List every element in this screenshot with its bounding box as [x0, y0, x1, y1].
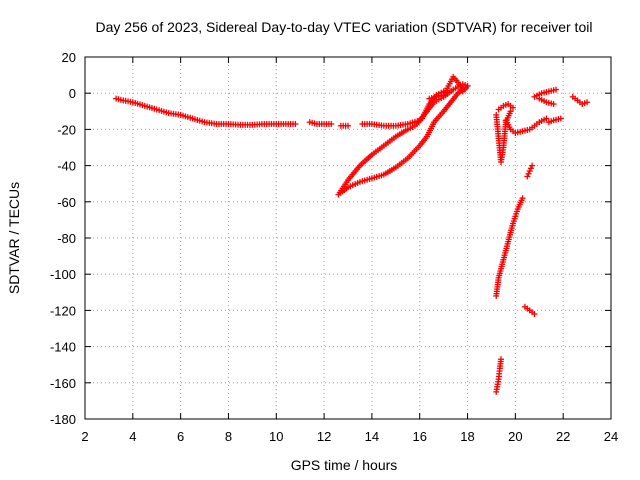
data-point [292, 120, 299, 127]
x-tick-label: 16 [412, 429, 426, 444]
data-point [531, 311, 538, 318]
x-tick-label: 12 [317, 429, 331, 444]
y-tick-label: -140 [50, 340, 76, 355]
data-point [553, 86, 560, 93]
x-tick-label: 24 [604, 429, 618, 444]
data-point [507, 108, 514, 115]
y-tick-label: 20 [62, 50, 76, 65]
data-point [498, 356, 505, 363]
data-point [584, 99, 591, 106]
x-tick-label: 4 [129, 429, 136, 444]
x-tick-label: 8 [225, 429, 232, 444]
x-tick-label: 6 [177, 429, 184, 444]
data-point [525, 170, 532, 177]
y-tick-label: -120 [50, 303, 76, 318]
data-point [464, 82, 471, 89]
y-tick-label: 0 [69, 86, 76, 101]
data-point [345, 122, 351, 129]
data-point [524, 173, 531, 180]
axis-ticks: 2 4 6 8 10 12 14 16 18 20 22 24200-20-40-60-80-100-… [50, 50, 618, 444]
y-axis-label: SDTVAR / TECUs [6, 182, 22, 294]
data-point [519, 195, 526, 202]
chart-title: Day 256 of 2023, Sidereal Day-to-day VTE… [96, 19, 593, 35]
data-point [526, 168, 533, 175]
y-tick-label: -180 [50, 412, 76, 427]
x-tick-label: 14 [365, 429, 379, 444]
y-tick-label: -60 [57, 195, 76, 210]
data-point [550, 101, 557, 108]
x-tick-label: 22 [556, 429, 570, 444]
x-tick-label: 10 [269, 429, 283, 444]
data-point [557, 115, 564, 122]
y-tick-label: -20 [57, 122, 76, 137]
x-tick-label: 2 [81, 429, 88, 444]
x-axis-label: GPS time / hours [291, 457, 398, 473]
x-tick-label: 20 [508, 429, 522, 444]
data-point [529, 162, 536, 169]
y-tick-label: -40 [57, 159, 76, 174]
data-points [113, 73, 591, 395]
y-tick-label: -80 [57, 231, 76, 246]
data-point [328, 120, 335, 127]
x-tick-label: 18 [460, 429, 474, 444]
y-tick-label: -100 [50, 267, 76, 282]
y-tick-label: -160 [50, 376, 76, 391]
data-point [527, 165, 534, 172]
data-point [509, 104, 516, 111]
data-point [543, 115, 550, 122]
